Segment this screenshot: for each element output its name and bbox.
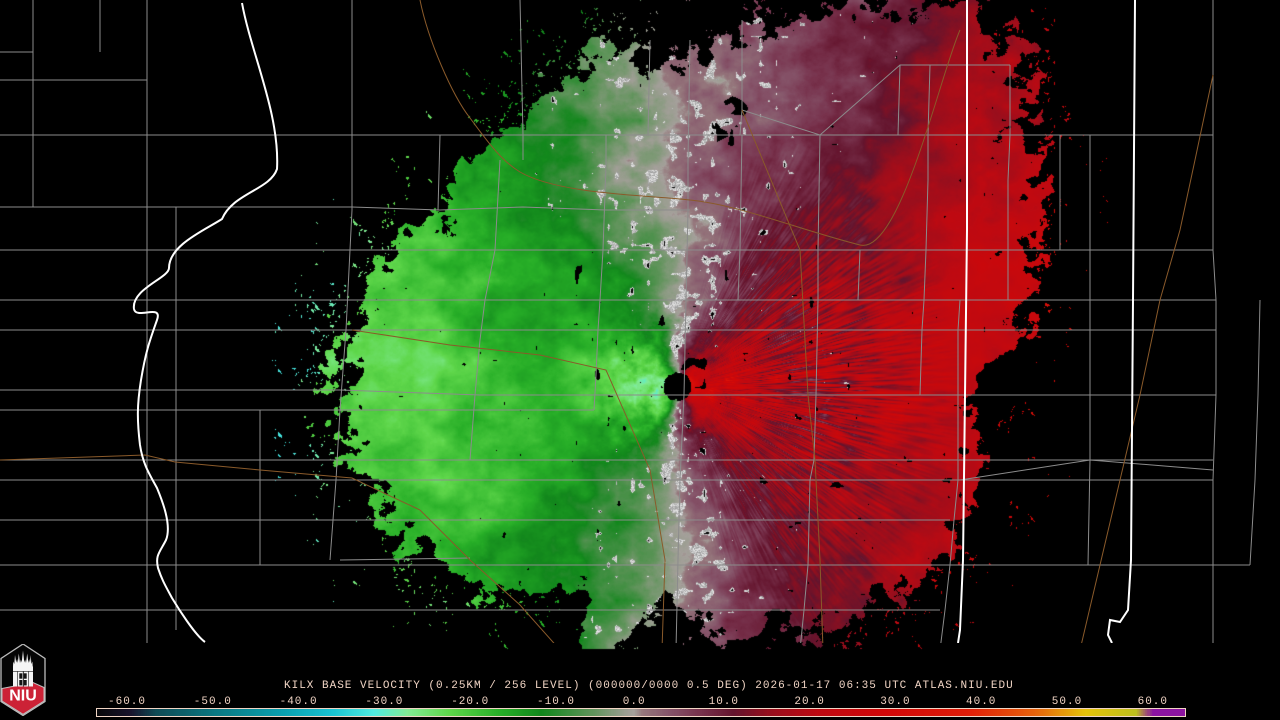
svg-text:NIU: NIU [9,688,37,705]
